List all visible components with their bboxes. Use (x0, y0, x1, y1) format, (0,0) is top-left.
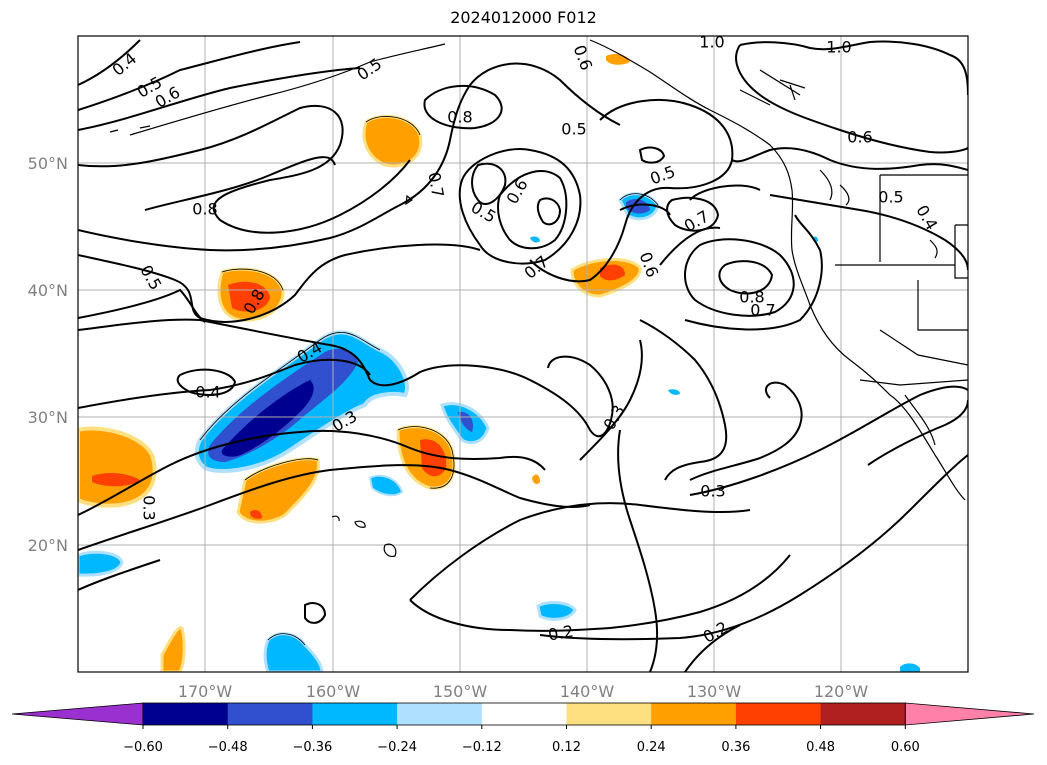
contour-label: 0.3 (700, 482, 725, 501)
colorbar-segment (312, 703, 398, 725)
colorbar-segment (820, 703, 906, 725)
contour-label: 0.5 (647, 162, 677, 189)
lon-label: 120°W (814, 682, 869, 701)
contour-label: 0.4 (912, 202, 941, 234)
colorbar-segment (735, 703, 822, 725)
contour-label: 1.0 (826, 38, 851, 57)
contour-label: 0.7 (750, 301, 775, 320)
colorbar-tick-label: −0.24 (377, 740, 417, 755)
zero-contours (199, 116, 659, 646)
lat-label: 30°N (28, 408, 68, 427)
colorbar-tick-label: −0.36 (292, 740, 332, 755)
contour-label: 0.7 (681, 207, 713, 236)
contour-label: 0.8 (192, 200, 217, 219)
contour-label: 0.7 (521, 252, 553, 283)
map-frame (77, 35, 969, 673)
colorbar-outline (142, 702, 906, 726)
contour-label: 0.3 (600, 402, 629, 434)
colorbar-extend-low (11, 702, 144, 726)
contour-label: 0.2 (547, 621, 575, 644)
colorbar-segment (651, 703, 737, 725)
latitude-labels: 50°N 40°N 30°N 20°N (28, 154, 68, 555)
contour-label: 0.3 (140, 495, 159, 520)
colorbar-segment (143, 703, 229, 725)
contour-label: 0.2 (700, 618, 732, 647)
colorbar-tick-label: 0.36 (721, 740, 750, 755)
colorbar-tick-label: 0.12 (552, 740, 581, 755)
colorbar-tick-label: −0.60 (123, 740, 163, 755)
colorbar-tick-labels: −0.60 −0.48 −0.36 −0.24 −0.12 0.12 0.24 0.36 0.4… (123, 725, 920, 755)
contour-lines (78, 39, 968, 672)
negative-anomaly-fills (78, 192, 920, 672)
colorbar-extend-high (904, 702, 1035, 726)
contour-label: 0.8 (739, 288, 764, 307)
positive-anomaly-fills (78, 54, 642, 672)
colorbar-tick-label: 0.48 (806, 740, 835, 755)
contour-label: 0.7 (424, 171, 447, 199)
colorbar-tick-label: −0.12 (462, 740, 502, 755)
lon-label: 160°W (306, 682, 361, 701)
lon-label: 130°W (687, 682, 742, 701)
contour-label: 0.6 (503, 176, 532, 208)
colorbar-tick-label: 0.24 (637, 740, 666, 755)
colorbar-segment (397, 703, 483, 725)
lat-label: 20°N (28, 536, 68, 555)
contour-label: 0.4 (195, 383, 220, 402)
colorbar-tick-label: −0.48 (208, 740, 248, 755)
contour-labels: 0.40.50.60.50.80.70.80.50.60.50.50.70.70… (109, 33, 942, 647)
graticule (78, 36, 968, 672)
contour-label: 0.5 (561, 120, 586, 139)
coastlines (109, 39, 968, 557)
colorbar-segment (227, 703, 313, 725)
contour-label: 0.6 (847, 128, 872, 147)
contour-label: 0.4 (109, 49, 141, 80)
longitude-labels: 170°W 160°W 150°W 140°W 130°W 120°W (178, 682, 869, 701)
lon-label: 170°W (178, 682, 233, 701)
lat-label: 50°N (28, 154, 68, 173)
colorbar-tick-label: 0.60 (891, 740, 920, 755)
contour-label: 0.5 (136, 262, 165, 294)
map-title: 2024012000 F012 (450, 8, 597, 27)
contour-label: 0.6 (570, 42, 597, 72)
contour-label: 0.5 (468, 198, 500, 227)
colorbar-segment (481, 703, 567, 725)
lat-label: 40°N (28, 281, 68, 300)
contour-label: 1.0 (699, 33, 724, 52)
lon-label: 150°W (433, 682, 488, 701)
contour-label: 0.5 (878, 188, 903, 207)
lon-label: 140°W (560, 682, 615, 701)
colorbar-segment (566, 703, 652, 725)
colorbar (11, 702, 1035, 726)
contour-label: 0.8 (447, 108, 472, 127)
